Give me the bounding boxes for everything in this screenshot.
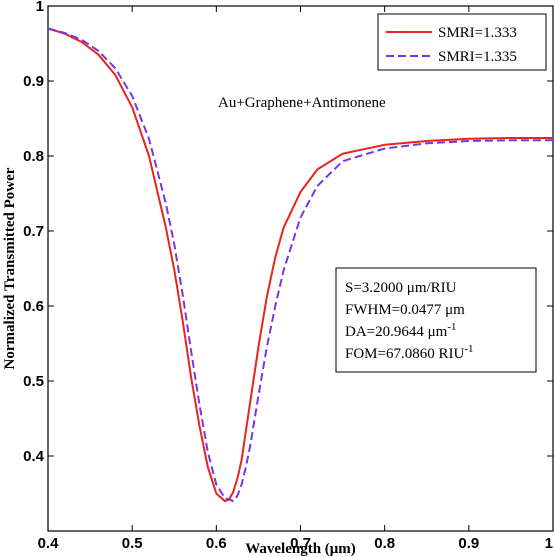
x-axis-ticks: 0.4 0.5 0.6 0.7 0.8 0.9 1 (38, 6, 554, 552)
legend-label-smri-1335: SMRI=1.335 (438, 49, 517, 65)
legend: SMRI=1.333 SMRI=1.335 (377, 13, 547, 71)
stat-detection-accuracy: DA=20.9644 μm-1 (345, 321, 457, 340)
stats-box-frame (335, 267, 537, 373)
stat-fwhm: FWHM=0.0477 μm (345, 302, 465, 318)
x-tick-label: 0.6 (206, 535, 227, 552)
y-tick-label: 0.5 (23, 373, 44, 390)
x-axis-label: Wavelength (μm) (245, 541, 356, 557)
stat-figure-of-merit: FOM=67.0860 RIU-1 (345, 343, 473, 362)
sensor-stats-box: S=3.2000 μm/RIU FWHM=0.0477 μm DA=20.964… (335, 267, 537, 373)
y-tick-label: 0.9 (23, 73, 44, 90)
legend-label-smri-1333: SMRI=1.333 (438, 25, 517, 41)
y-tick-label: 0.7 (23, 223, 44, 240)
series-line-1 (47, 27, 553, 502)
x-tick-label: 0.7 (290, 535, 311, 552)
x-tick-label: 0.4 (38, 535, 60, 552)
series-line-0 (47, 27, 553, 502)
x-tick-label: 0.9 (458, 535, 479, 552)
x-tick-label: 0.8 (374, 535, 395, 552)
y-tick-label: 0.6 (23, 298, 44, 315)
y-axis-ticks: 0.4 0.5 0.6 0.7 0.8 0.9 1 (23, 0, 553, 465)
legend-box (377, 13, 547, 71)
material-annotation: Au+Graphene+Antimonene (218, 95, 386, 111)
y-tick-label: 1 (36, 0, 44, 15)
y-tick-label: 0.8 (23, 148, 44, 165)
x-tick-label: 0.5 (122, 535, 143, 552)
series-layer (47, 27, 553, 502)
y-axis-label: Normalized Transmitted Power (2, 167, 18, 369)
stat-sensitivity: S=3.2000 μm/RIU (345, 280, 457, 296)
y-tick-label: 0.4 (23, 448, 45, 465)
x-tick-label: 1 (545, 535, 553, 552)
